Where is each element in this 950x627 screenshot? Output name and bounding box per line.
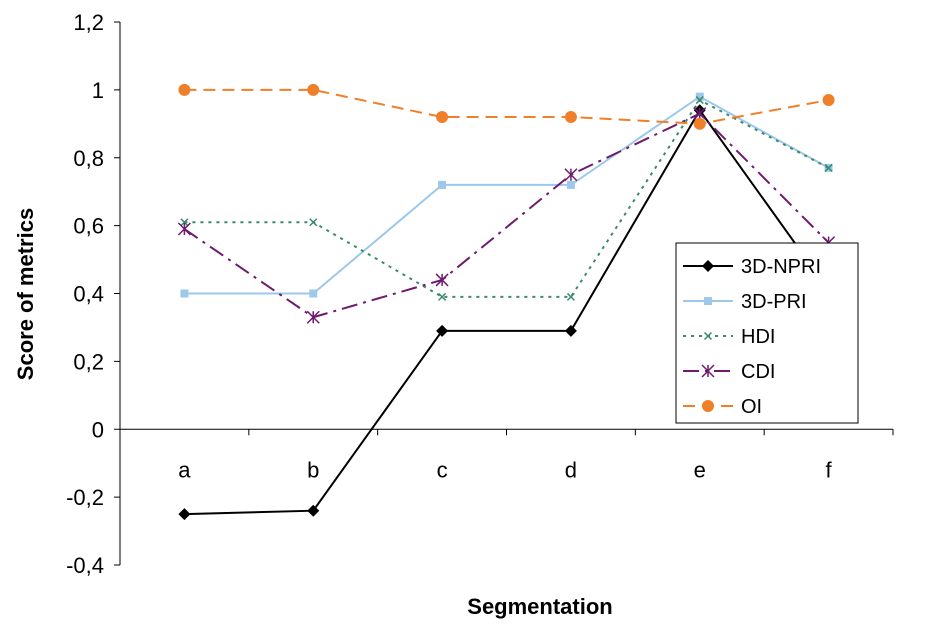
- legend-label-cdi: CDI: [741, 361, 775, 383]
- y-tick-label: 0: [92, 417, 104, 442]
- y-tick-label: -0,4: [66, 553, 104, 578]
- data-point-hdi: [695, 96, 704, 105]
- data-point-hdi: [566, 292, 575, 301]
- legend-marker-cdi: [701, 364, 715, 378]
- legend-label-3d-npri: 3D-NPRI: [741, 256, 821, 278]
- data-point-hdi: [309, 218, 318, 227]
- x-tick-label: b: [307, 457, 319, 482]
- data-point-hdi: [824, 163, 833, 172]
- y-tick-label: 1: [92, 78, 104, 103]
- data-point-3d-pri: [438, 180, 447, 189]
- x-tick-label: e: [694, 457, 706, 482]
- data-point-cdi: [435, 273, 449, 287]
- y-tick-label: 0,8: [73, 146, 104, 171]
- data-point-3d-pri: [180, 289, 189, 298]
- y-tick-label: 0,4: [73, 282, 104, 307]
- legend-entry-cdi: CDI: [683, 361, 775, 383]
- legend-marker-3d-npri: [702, 260, 714, 272]
- series-line-3d-npri: [184, 108, 830, 516]
- data-point-3d-pri: [309, 289, 318, 298]
- data-point-oi: [822, 94, 835, 107]
- series-line-3d-pri: [184, 95, 830, 295]
- legend-entry-3d-npri: 3D-NPRI: [683, 256, 821, 278]
- data-point-oi: [564, 111, 577, 124]
- legend-label-hdi: HDI: [741, 326, 775, 348]
- x-axis-title: Segmentation: [467, 594, 612, 619]
- legend-marker-hdi: [703, 331, 713, 341]
- legend-box: [675, 242, 859, 424]
- series-oi: [178, 83, 835, 130]
- y-tick-label: 0,6: [73, 214, 104, 239]
- series-line-hdi: [184, 98, 830, 298]
- data-point-3d-npri: [178, 508, 191, 521]
- data-point-3d-npri: [564, 324, 577, 337]
- legend-label-3d-pri: 3D-PRI: [741, 291, 807, 313]
- data-point-hdi: [180, 218, 189, 227]
- y-tick-label: 1,2: [73, 10, 104, 35]
- series-layer: [177, 83, 836, 521]
- data-point-cdi: [177, 222, 191, 236]
- x-ticks: a b c d e f: [119, 429, 894, 482]
- legend-label-oi: OI: [741, 396, 762, 418]
- y-ticks: 1,2 1 0,8 0,6 0,4 0,2 0 -0,2 -0,4: [66, 10, 120, 578]
- data-point-hdi: [438, 292, 447, 301]
- x-tick-label: d: [565, 457, 577, 482]
- data-point-cdi: [564, 168, 578, 182]
- legend-marker-oi: [702, 400, 714, 412]
- y-axis-title: Score of metrics: [13, 208, 38, 380]
- series-line-oi: [184, 88, 829, 125]
- y-tick-label: -0,2: [66, 485, 104, 510]
- data-point-cdi: [306, 310, 320, 324]
- data-point-cdi: [693, 107, 707, 121]
- legend-entry-hdi: HDI: [683, 326, 775, 348]
- x-tick-label: f: [826, 457, 833, 482]
- x-tick-label: c: [437, 457, 448, 482]
- data-point-oi: [693, 117, 706, 130]
- x-tick-label: a: [178, 457, 191, 482]
- data-point-oi: [307, 83, 320, 96]
- legend: 3D-NPRI 3D-PRI HDI CDI OI: [675, 242, 859, 424]
- legend-entry-oi: OI: [683, 396, 762, 418]
- y-tick-label: 0,2: [73, 349, 104, 374]
- data-point-3d-npri: [307, 504, 320, 517]
- data-point-oi: [178, 83, 191, 96]
- legend-marker-3d-pri: [704, 297, 712, 305]
- legend-entry-3d-pri: 3D-PRI: [683, 291, 807, 313]
- series-hdi: [180, 96, 833, 301]
- data-point-3d-pri: [695, 92, 704, 101]
- data-point-oi: [436, 111, 449, 124]
- data-point-3d-npri: [436, 324, 449, 337]
- data-point-3d-pri: [566, 180, 575, 189]
- series-line-cdi: [183, 112, 830, 319]
